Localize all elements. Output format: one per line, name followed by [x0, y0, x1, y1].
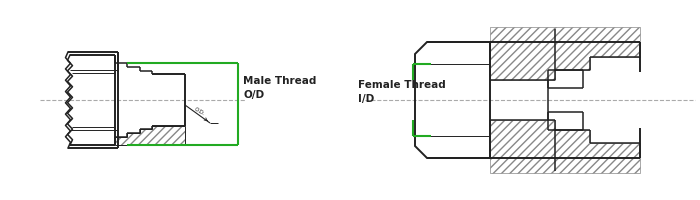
Text: Female Thread
I/D: Female Thread I/D [358, 80, 446, 104]
Text: Male Thread
O/D: Male Thread O/D [243, 76, 316, 100]
Text: O.D.: O.D. [194, 107, 206, 117]
